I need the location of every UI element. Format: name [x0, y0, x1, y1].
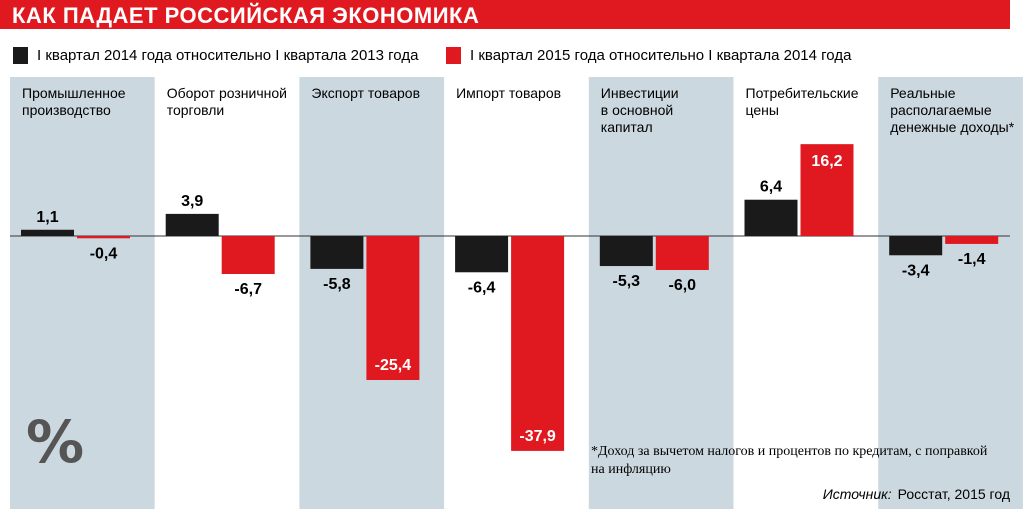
value-label-2015: -37,9 [519, 428, 556, 445]
category-label: Инвестиции в основной капитал [601, 85, 679, 135]
value-label-2014: -5,3 [613, 273, 641, 290]
legend-label-2014: I квартал 2014 года относительно I кварт… [37, 46, 419, 64]
category-label-line: в основной [601, 102, 673, 118]
value-label-2015: 16,2 [811, 153, 842, 170]
value-label-2014: -5,8 [323, 276, 351, 293]
category-label-line: цены [746, 102, 779, 118]
bar-2014 [165, 213, 219, 236]
category-label-line: торговли [167, 102, 225, 118]
category-label: Потребительские цены [746, 85, 859, 118]
category-label: Реальные располагаемые денежные доходы* [890, 85, 1015, 135]
category-label: Промышленное производство [22, 85, 126, 118]
title-bar: КАК ПАДАЕТ РОССИЙСКАЯ ЭКОНОМИКА [0, 0, 1010, 29]
value-label-2015: -0,4 [90, 245, 118, 262]
bar-2015 [945, 236, 999, 244]
bar-2015 [221, 236, 275, 274]
category-label-line: располагаемые [890, 102, 992, 118]
category-label-line: Оборот розничной [167, 85, 287, 101]
value-label-2015: -6,0 [669, 277, 697, 294]
footnote: *Доход за вычетом налогов и процентов по… [591, 444, 988, 477]
bar-2015 [511, 236, 565, 451]
category-label: Импорт товаров [456, 85, 561, 101]
value-label-2015: -1,4 [958, 251, 986, 268]
value-label-2015: -25,4 [375, 357, 412, 374]
category-label-line: производство [22, 102, 111, 118]
bar-2015 [77, 236, 130, 239]
legend-item-2015: I квартал 2015 года относительно I кварт… [446, 46, 851, 64]
source-label: Источник: [822, 486, 892, 502]
legend-item-2014: I квартал 2014 года относительно I кварт… [13, 46, 418, 64]
source-value: Росстат, 2015 год [897, 486, 1010, 502]
value-label-2014: 6,4 [760, 179, 782, 196]
category-label-line: Промышленное [22, 85, 126, 101]
bar-2014 [21, 229, 74, 236]
category-label-line: Потребительские [746, 85, 859, 101]
category-panel [10, 77, 155, 509]
bar-2014 [599, 236, 653, 267]
bar-2014 [455, 236, 509, 273]
category-label-line: капитал [601, 119, 653, 135]
category-label: Оборот розничной торговли [167, 85, 287, 118]
legend-label-2015: I квартал 2015 года относительно I кварт… [470, 46, 852, 64]
value-label-2015: -6,7 [234, 281, 262, 298]
category-label-line: денежные доходы* [890, 119, 1015, 135]
value-label-2014: 3,9 [181, 193, 203, 210]
category-panel [588, 77, 734, 509]
legend-swatch-2014 [13, 46, 28, 64]
category-label: Экспорт товаров [311, 85, 420, 101]
bar-2014 [310, 236, 364, 269]
bar-2015 [655, 236, 709, 271]
legend-swatch-2015 [446, 46, 461, 64]
percent-icon: % [26, 408, 85, 476]
bar-2014 [744, 199, 798, 236]
category-label-line: Импорт товаров [456, 85, 561, 101]
category-label-line: Экспорт товаров [311, 85, 420, 101]
value-label-2014: -6,4 [468, 279, 496, 296]
value-label-2014: 1,1 [36, 209, 58, 226]
category-panel [878, 77, 1023, 509]
bar-2014 [889, 236, 943, 256]
bar-2015 [800, 144, 854, 236]
source: Источник: Росстат, 2015 год [823, 486, 1010, 502]
chart-title: КАК ПАДАЕТ РОССИЙСКАЯ ЭКОНОМИКА [12, 3, 480, 28]
value-label-2014: -3,4 [902, 262, 930, 279]
category-label-line: Реальные [890, 85, 956, 101]
category-label-line: Инвестиции [601, 85, 679, 101]
bar-2015 [366, 236, 420, 381]
